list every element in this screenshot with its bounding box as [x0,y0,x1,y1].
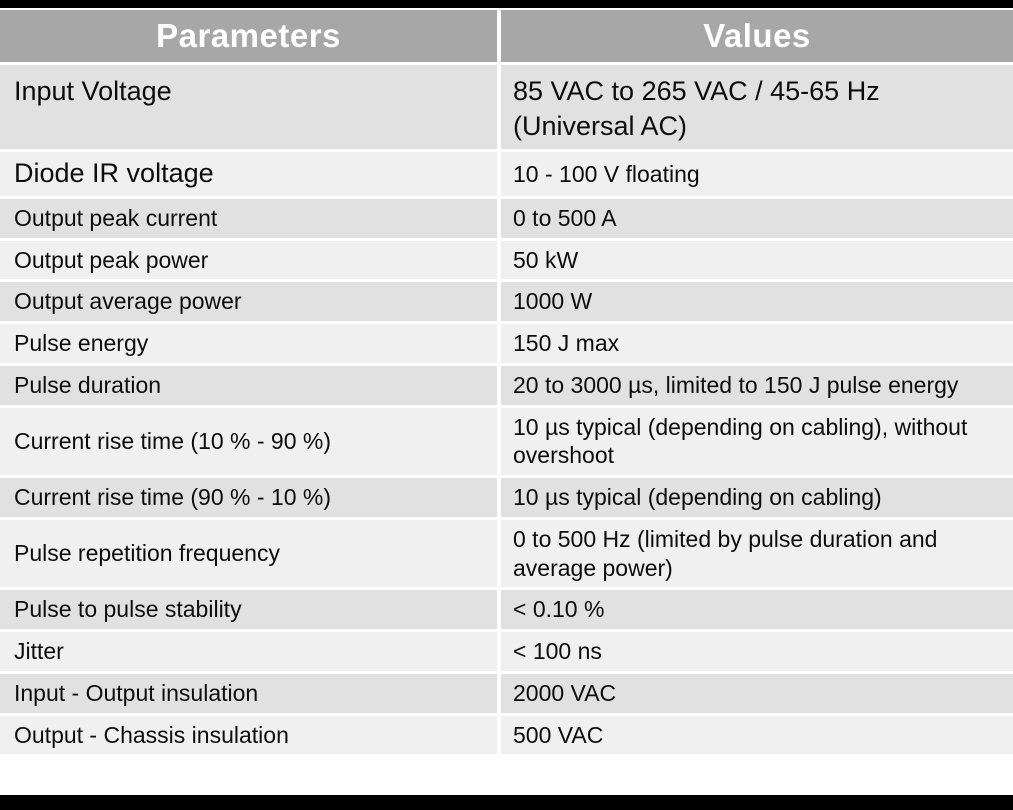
table-row: Pulse duration 20 to 3000 µs, limited to… [0,365,1013,408]
value-cell: 10 µs typical (depending on cabling) [501,478,1013,520]
parameter-cell: Diode IR voltage [0,152,501,199]
value-cell: 0 to 500 A [501,198,1013,241]
table-row: Output peak current 0 to 500 A [0,198,1013,241]
column-header-values: Values [501,10,1013,65]
value-cell: 50 kW [501,240,1013,283]
bottom-black-bar [0,795,1013,810]
parameter-cell: Pulse energy [0,324,501,366]
parameter-cell: Current rise time (10 % - 90 %) [0,407,501,479]
table-row: Current rise time (10 % - 90 %) 10 µs ty… [0,407,1013,479]
value-cell: 20 to 3000 µs, limited to 150 J pulse en… [501,365,1013,408]
parameter-cell: Output - Chassis insulation [0,715,501,758]
header-row: Parameters Values [0,10,1013,65]
table-row: Pulse energy 150 J max [0,324,1013,366]
table-body: Input Voltage 85 VAC to 265 VAC / 45-65 … [0,65,1013,758]
parameter-cell: Current rise time (90 % - 10 %) [0,478,501,520]
table-row: Pulse to pulse stability < 0.10 % [0,590,1013,633]
table-row: Output peak power 50 kW [0,240,1013,283]
parameter-cell: Jitter [0,632,501,674]
table-row: Pulse repetition frequency 0 to 500 Hz (… [0,519,1013,591]
value-cell: 85 VAC to 265 VAC / 45-65 Hz (Universal … [501,65,1013,153]
parameter-cell: Pulse duration [0,365,501,408]
parameter-cell: Input Voltage [0,65,501,153]
parameter-cell: Pulse to pulse stability [0,590,501,633]
value-cell: 1000 W [501,282,1013,325]
top-black-bar [0,0,1013,8]
value-cell: < 100 ns [501,632,1013,674]
parameter-cell: Output peak current [0,198,501,241]
parameter-cell: Pulse repetition frequency [0,519,501,591]
table-row: Jitter < 100 ns [0,632,1013,674]
table-row: Output - Chassis insulation 500 VAC [0,715,1013,758]
specifications-table: Parameters Values Input Voltage 85 VAC t… [0,10,1013,758]
table-row: Input - Output insulation 2000 VAC [0,673,1013,716]
parameter-cell: Output average power [0,282,501,325]
table-row: Output average power 1000 W [0,282,1013,325]
value-cell: 500 VAC [501,715,1013,758]
table-row: Diode IR voltage 10 - 100 V floating [0,152,1013,199]
table-row: Current rise time (90 % - 10 %) 10 µs ty… [0,478,1013,520]
parameter-cell: Output peak power [0,240,501,283]
value-cell: 150 J max [501,324,1013,366]
value-cell: 10 - 100 V floating [501,152,1013,199]
parameter-cell: Input - Output insulation [0,673,501,716]
table-row: Input Voltage 85 VAC to 265 VAC / 45-65 … [0,65,1013,153]
value-cell: < 0.10 % [501,590,1013,633]
value-cell: 2000 VAC [501,673,1013,716]
table-header: Parameters Values [0,10,1013,65]
value-cell: 10 µs typical (depending on cabling), wi… [501,407,1013,479]
value-cell: 0 to 500 Hz (limited by pulse duration a… [501,519,1013,591]
column-header-parameters: Parameters [0,10,501,65]
